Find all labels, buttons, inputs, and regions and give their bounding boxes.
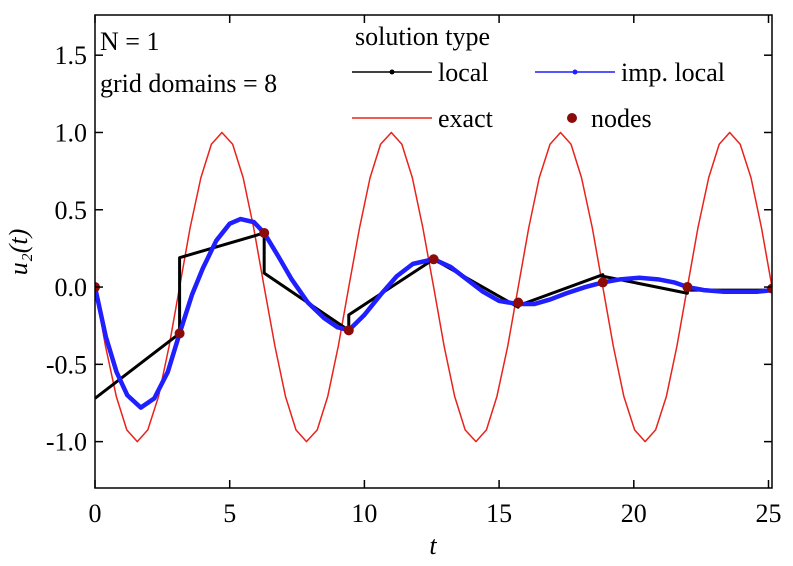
y-tick-label: -1.0 [46,428,87,457]
annotation: grid domains = 8 [100,69,277,98]
legend-marker [567,113,577,123]
node-marker [428,254,439,265]
y-tick-label: 0.0 [55,273,88,302]
y-axis-label: u₂(t) [4,229,33,276]
series-line [95,131,772,443]
x-tick-label: 15 [486,499,512,528]
node-marker [682,282,693,293]
legend-marker [389,69,395,75]
node-marker [343,325,354,336]
y-tick-label: 1.5 [55,41,88,70]
plot-area [95,131,772,443]
node-marker [513,297,524,308]
node-marker [259,227,270,238]
legend-label: exact [438,104,494,133]
series-line [95,216,772,410]
legend-marker [572,69,578,75]
node-marker [767,283,772,294]
x-tick-label: 25 [755,499,781,528]
legend-title: solution type [355,22,490,51]
legend-label: nodes [591,104,652,133]
legend-label: imp. local [621,58,725,87]
y-tick-label: 0.5 [55,196,88,225]
x-axis-label: t [429,531,437,560]
node-marker [597,277,608,288]
x-tick-label: 10 [351,499,377,528]
node-marker [174,328,185,339]
x-tick-label: 0 [89,499,102,528]
legend-label: local [438,58,489,87]
x-tick-label: 5 [223,499,236,528]
annotation: N = 1 [100,27,159,56]
y-tick-label: -0.5 [46,350,87,379]
plot-frame [94,14,773,489]
y-tick-label: 1.0 [55,118,88,147]
x-tick-label: 20 [621,499,647,528]
